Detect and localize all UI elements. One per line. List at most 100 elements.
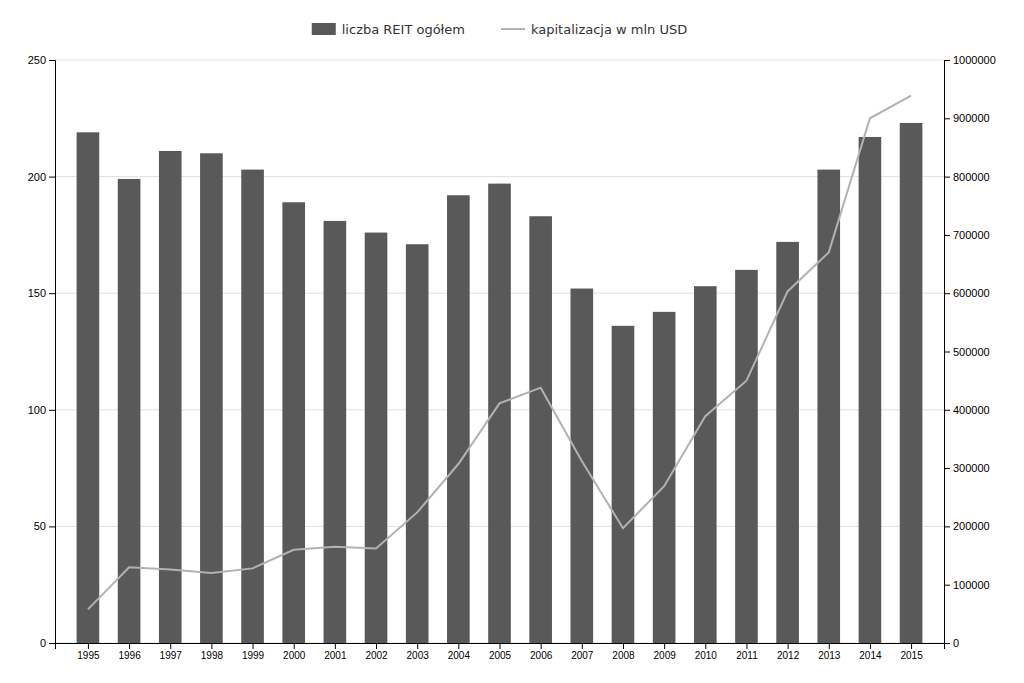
- legend-label: kapitalizacja w mln USD: [531, 22, 687, 37]
- tick: 2003: [407, 643, 430, 661]
- tick-label: 0: [953, 637, 959, 649]
- tick-label: 600000: [953, 287, 990, 299]
- tick-label: 250: [28, 54, 46, 66]
- tick-mark: [376, 643, 377, 649]
- bar: [735, 270, 758, 643]
- tick: 700000: [944, 229, 990, 241]
- tick: 1000000: [944, 54, 996, 66]
- tick: 500000: [944, 346, 990, 358]
- tick-mark: [88, 643, 89, 649]
- tick-mark: [49, 410, 55, 411]
- tick-label: 2004: [448, 650, 471, 661]
- tick-mark: [829, 643, 830, 649]
- tick-mark: [944, 468, 950, 469]
- tick-mark: [944, 60, 950, 61]
- plot: 1995199619971998199920002001200220032004…: [28, 54, 996, 661]
- tick-label: 200: [28, 171, 46, 183]
- tick: 1997: [160, 643, 183, 661]
- bar: [776, 242, 799, 643]
- tick: 2002: [365, 643, 388, 661]
- tick-label: 500000: [953, 346, 990, 358]
- tick-label: 2006: [530, 650, 553, 661]
- tick-label: 2015: [900, 650, 923, 661]
- tick-label: 1995: [77, 650, 100, 661]
- tick-mark: [944, 177, 950, 178]
- tick: 0: [944, 637, 959, 649]
- tick: 1999: [242, 643, 265, 661]
- tick: 50: [34, 520, 55, 532]
- tick: 150: [28, 287, 55, 299]
- tick-label: 100000: [953, 579, 990, 591]
- tick: 2009: [654, 643, 677, 661]
- bar: [570, 289, 593, 643]
- bar: [612, 326, 635, 643]
- axis-line: [49, 61, 56, 644]
- tick-mark: [294, 643, 295, 649]
- tick-mark: [788, 643, 789, 649]
- tick-mark: [944, 352, 950, 353]
- tick-mark: [49, 643, 55, 644]
- legend-swatch: [312, 23, 336, 35]
- tick: 1996: [118, 643, 141, 661]
- bar-series: [77, 123, 923, 643]
- tick-label: 300000: [953, 462, 990, 474]
- tick-label: 2005: [489, 650, 512, 661]
- tick: 2010: [695, 643, 718, 661]
- tick-mark: [944, 585, 950, 586]
- tick-label: 400000: [953, 404, 990, 416]
- bar: [200, 153, 223, 643]
- bar: [324, 221, 347, 643]
- tick-label: 2003: [407, 650, 430, 661]
- grid-line: [55, 176, 944, 177]
- axis-line: [945, 61, 951, 644]
- tick-mark: [944, 526, 950, 527]
- bar: [406, 244, 429, 643]
- tick-label: 1997: [160, 650, 183, 661]
- legend-label: liczba REIT ogółem: [342, 22, 465, 37]
- tick-mark: [664, 643, 665, 649]
- tick: 250: [28, 54, 55, 66]
- grid-line: [55, 60, 944, 61]
- tick: 100: [28, 404, 55, 416]
- tick: 2000: [283, 643, 306, 661]
- tick-label: 1000000: [953, 54, 996, 66]
- tick-mark: [500, 643, 501, 649]
- tick-label: 0: [40, 637, 46, 649]
- tick-mark: [541, 643, 542, 649]
- tick: 300000: [944, 462, 990, 474]
- grid: [55, 60, 944, 643]
- y-axis: 0 50 100 150 200 250: [28, 54, 56, 649]
- tick-mark: [170, 643, 171, 649]
- tick-mark: [211, 643, 212, 649]
- tick-mark: [705, 643, 706, 649]
- tick: 900000: [944, 112, 990, 124]
- tick-mark: [623, 643, 624, 649]
- tick-label: 200000: [953, 520, 990, 532]
- bar: [694, 286, 717, 643]
- tick-label: 2014: [859, 650, 882, 661]
- tick: 1998: [201, 643, 224, 661]
- bar: [118, 179, 141, 643]
- tick: 2007: [571, 643, 594, 661]
- legend-swatch: [501, 28, 525, 30]
- legend-item: liczba REIT ogółem: [312, 22, 465, 37]
- tick-mark: [944, 118, 950, 119]
- tick: 2004: [448, 643, 471, 661]
- bar: [447, 195, 470, 643]
- tick-label: 1998: [201, 650, 224, 661]
- legend-item: kapitalizacja w mln USD: [501, 22, 687, 37]
- tick-mark: [49, 60, 55, 61]
- tick-mark: [129, 643, 130, 649]
- tick: 400000: [944, 404, 990, 416]
- tick-label: 150: [28, 287, 46, 299]
- tick: 2014: [859, 643, 882, 661]
- bar: [365, 233, 388, 643]
- tick: 2006: [530, 643, 553, 661]
- tick: 0: [40, 637, 55, 649]
- bar: [282, 202, 305, 643]
- tick: 2012: [777, 643, 800, 661]
- bar: [900, 123, 923, 643]
- bar: [241, 170, 264, 643]
- tick-label: 100: [28, 404, 46, 416]
- tick-mark: [458, 643, 459, 649]
